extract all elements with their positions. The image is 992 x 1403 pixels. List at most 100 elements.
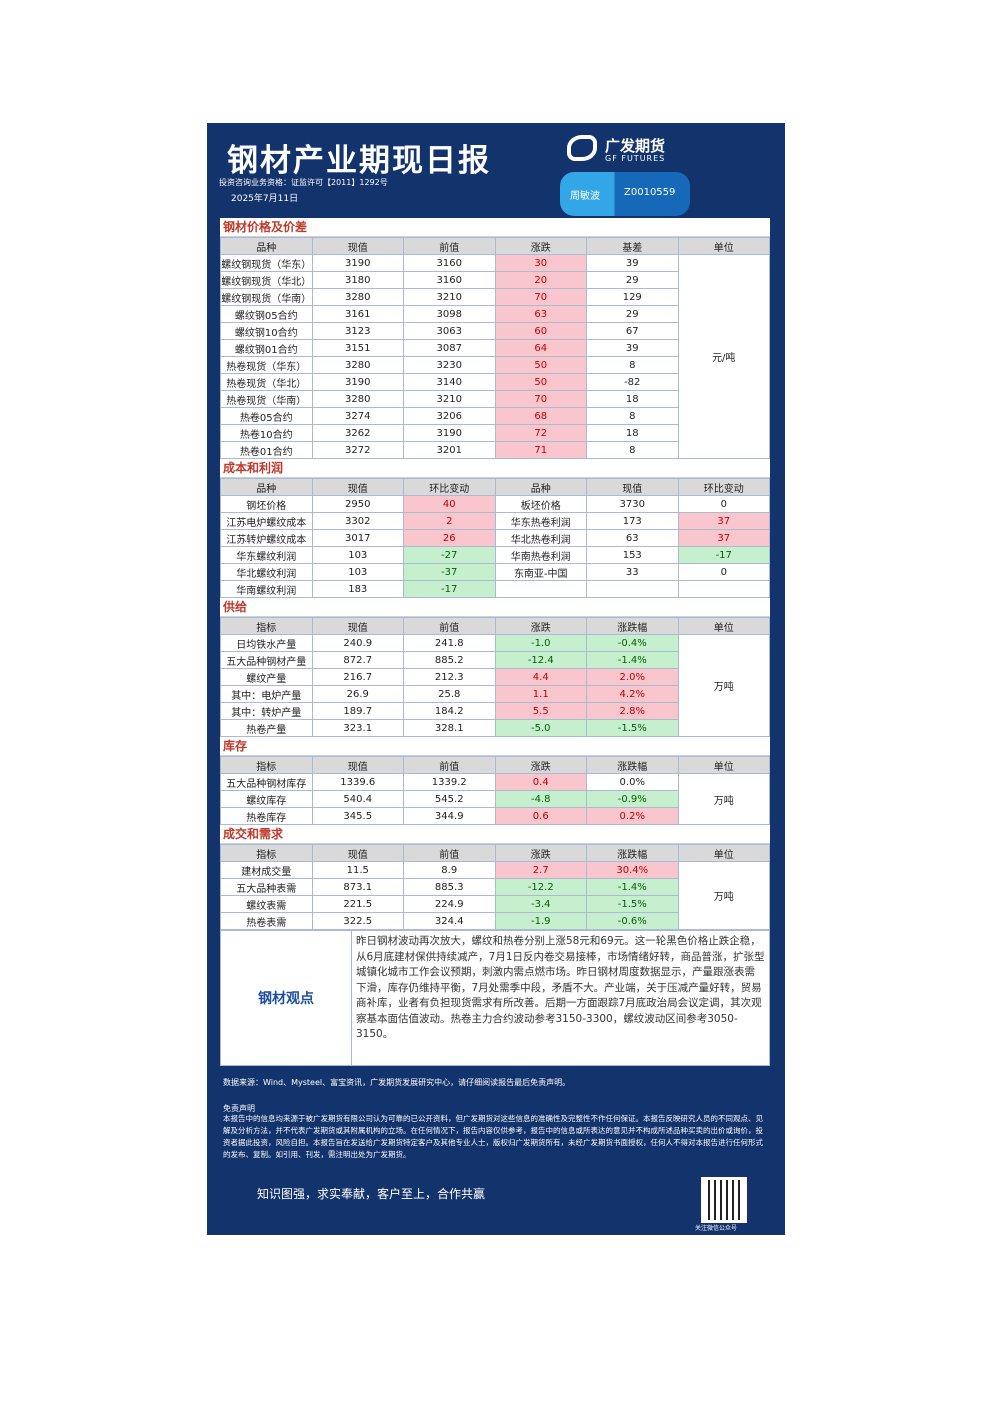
view-title: 钢材观点 [221,931,352,1065]
row: 热卷现货（华东） 3280 3230 50 8 [220,356,770,374]
cell: 70 [494,390,587,408]
cell: 37 [677,512,770,530]
cell: 11.5 [311,861,404,879]
unit: 万吨 [677,861,770,930]
row: 五大品种钢材库存 1339.6 1339.2 0.4 0.0% 万吨 [220,773,770,825]
cell: 3262 [311,424,404,442]
cell: 其中：转炉产量 [220,702,313,720]
row: 螺纹钢01合约 3151 3087 64 39 [220,339,770,357]
cell: 3272 [311,441,404,459]
cell: 129 [586,288,679,306]
column-header: 前值 [403,617,496,635]
cell: 热卷表需 [220,912,313,930]
cell: 39 [586,339,679,357]
empty-cell [494,580,587,598]
cell: 热卷05合约 [220,407,313,425]
row: 螺纹钢10合约 3123 3063 60 67 [220,322,770,340]
table: 指标 现值 前值 涨跌 涨跌幅 单位 日均铁水产量 240.9 241.8 -1.0 -0.4% 万吨… [220,617,770,737]
cell: 3206 [403,407,496,425]
empty-cell [677,580,770,598]
cell: 华东螺纹利润 [220,546,313,564]
column-header: 品种 [494,478,587,496]
cell: 0 [677,495,770,513]
logo-mark [567,135,597,161]
logo: 广发期货 GF FUTURES [567,135,665,163]
cell: 328.1 [403,719,496,737]
cell: 热卷10合约 [220,424,313,442]
cell: 3274 [311,407,404,425]
cell: 螺纹钢现货（华东） [220,254,313,272]
cell: 3280 [311,288,404,306]
cell: 华北热卷利润 [494,529,587,547]
row: 建材成交量 11.5 8.9 2.7 30.4% 万吨 [220,861,770,930]
cell: 1339.2 [403,773,496,791]
row: 热卷表需 322.5 324.4 -1.9 -0.6% [220,912,770,930]
column-header: 环比变动 [677,478,770,496]
row: 江苏转炉螺纹成本 3017 26 华北热卷利润 63 37 [220,529,770,547]
cell: 2.8% [586,702,679,720]
cell: 板坯价格 [494,495,587,513]
cell: 建材成交量 [220,861,313,879]
row: 华东螺纹利润 103 -27 华南热卷利润 153 -17 [220,546,770,564]
table: 指标 现值 前值 涨跌 涨跌幅 单位 建材成交量 11.5 8.9 2.7 30.4% 万吨 五大品种表… [220,844,770,930]
cell: -12.4 [494,651,587,669]
unit: 万吨 [677,773,770,825]
column-header: 现值 [311,756,404,774]
cell: 323.1 [311,719,404,737]
cell: 18 [586,424,679,442]
cell: 3160 [403,254,496,272]
cell: 钢坯价格 [220,495,313,513]
table: 品种 现值 环比变动 品种 现值 环比变动 钢坯价格 2950 40 板坯价格 3730 0 江苏电炉螺… [220,478,770,598]
row: 江苏电炉螺纹成本 3302 2 华东热卷利润 173 37 [220,512,770,530]
cell: 540.4 [311,790,404,808]
cell: 华南热卷利润 [494,546,587,564]
cell: 67 [586,322,679,340]
cell: 3140 [403,373,496,391]
cell: 324.4 [403,912,496,930]
cell: 3280 [311,390,404,408]
header-row: 指标 现值 前值 涨跌 涨跌幅 单位 [220,617,770,635]
logo-en: GF FUTURES [605,154,666,163]
cell: -4.8 [494,790,587,808]
qr-caption: 关注微信公众号 [695,1225,738,1232]
cell: 50 [494,373,587,391]
cell: 3180 [311,271,404,289]
row: 五大品种钢材产量 872.7 885.2 -12.4 -1.4% [220,651,770,669]
cell: 39 [586,254,679,272]
column-header: 涨跌 [494,237,587,255]
cell: 3730 [586,495,679,513]
cell: 344.9 [403,807,496,825]
cell: 3190 [311,373,404,391]
logo-cn: 广发期货 [605,137,666,155]
row: 日均铁水产量 240.9 241.8 -1.0 -0.4% 万吨 [220,634,770,737]
section-title: 钢材价格及价差 [220,218,770,237]
cell: 224.9 [403,895,496,913]
cell: 29 [586,271,679,289]
cell: 3190 [311,254,404,272]
cell: 3302 [311,512,404,530]
cell: 3161 [311,305,404,323]
row: 螺纹钢现货（华南） 3280 3210 70 129 [220,288,770,306]
column-header: 涨跌 [494,756,587,774]
cell: 3230 [403,356,496,374]
cell: 0.6 [494,807,587,825]
cell: 64 [494,339,587,357]
cell: 3063 [403,322,496,340]
cell: 25.8 [403,685,496,703]
cell: 20 [494,271,587,289]
cell: -1.4% [586,651,679,669]
row: 热卷01合约 3272 3201 71 8 [220,441,770,459]
table: 指标 现值 前值 涨跌 涨跌幅 单位 五大品种钢材库存 1339.6 1339.2 0.4 0.0%… [220,756,770,825]
cell: 3151 [311,339,404,357]
cell: 江苏电炉螺纹成本 [220,512,313,530]
cell: 3087 [403,339,496,357]
column-header: 单位 [677,617,770,635]
row: 热卷库存 345.5 344.9 0.6 0.2% [220,807,770,825]
cell: 212.3 [403,668,496,686]
row: 螺纹钢现货（华东） 3190 3160 30 39 元/吨 [220,254,770,459]
title: 钢材产业期现日报 [227,143,491,179]
cell: 江苏转炉螺纹成本 [220,529,313,547]
cell: 153 [586,546,679,564]
cell: 885.3 [403,878,496,896]
cell: 30 [494,254,587,272]
